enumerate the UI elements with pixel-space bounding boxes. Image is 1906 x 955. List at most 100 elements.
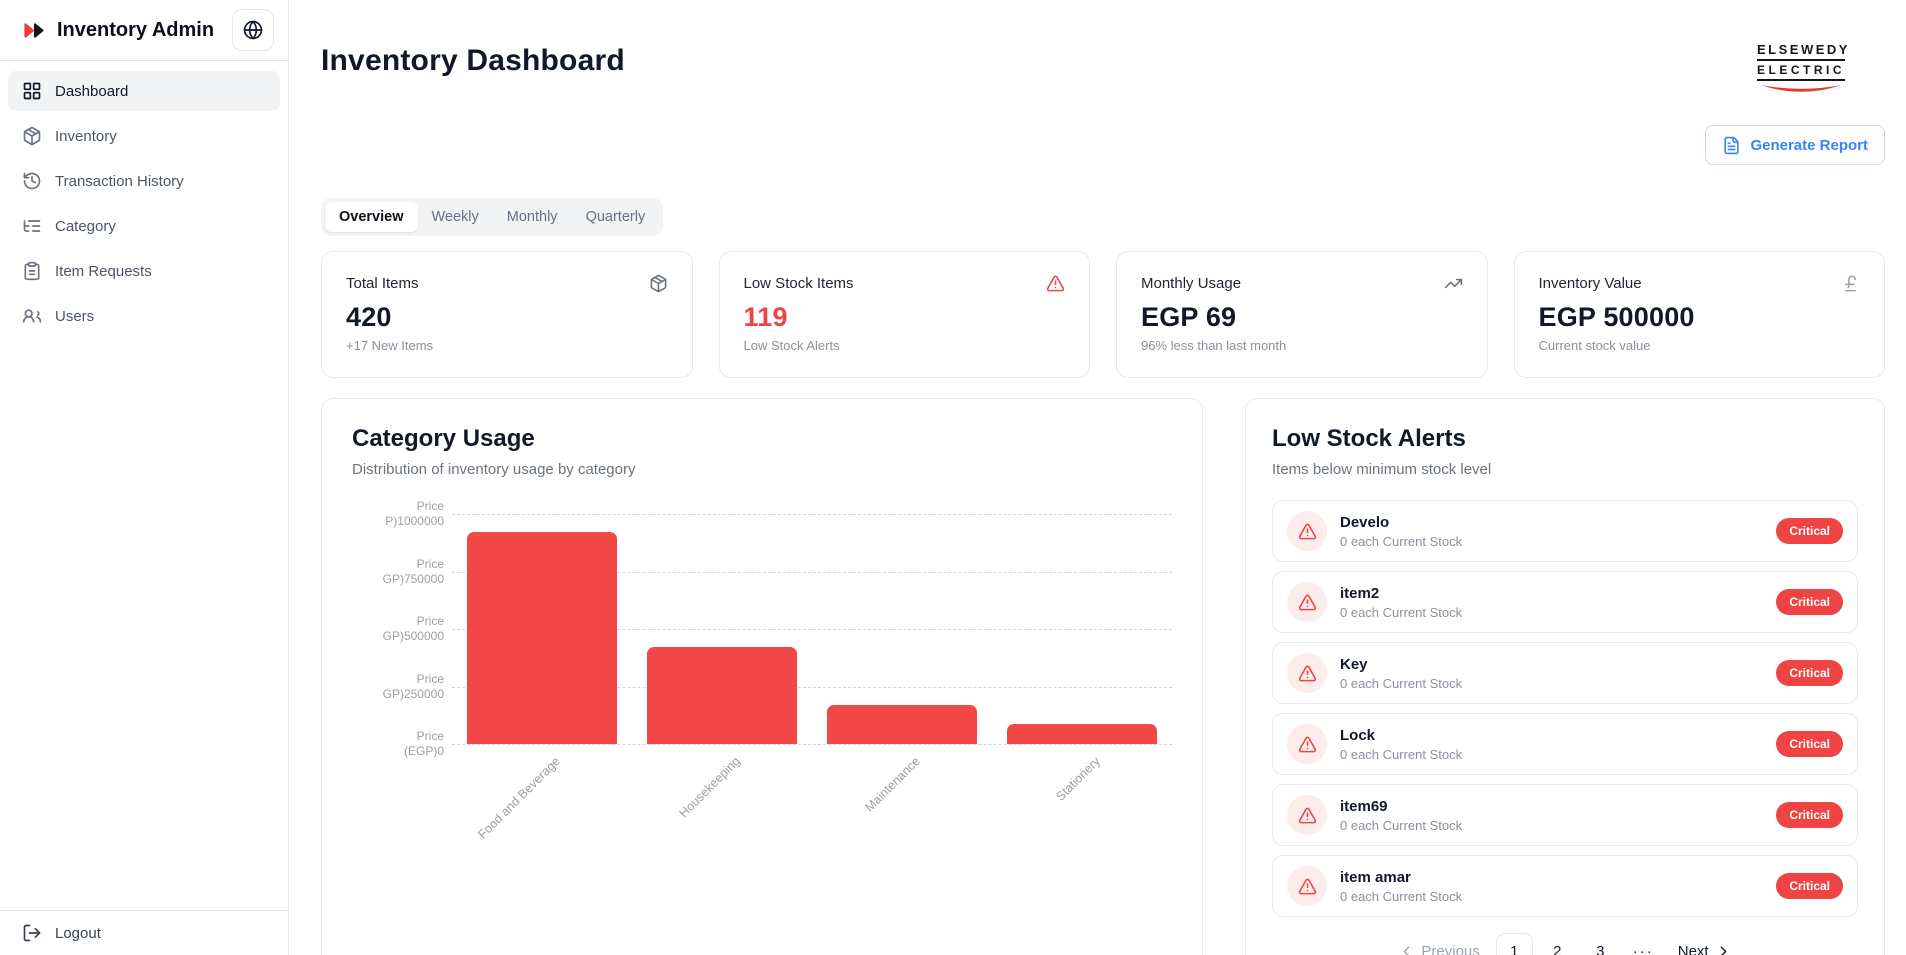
y-tick-label: Price P)1000000 xyxy=(385,499,444,528)
y-axis-labels: Price P)1000000 Price GP)750000 Price GP)5000… xyxy=(352,499,452,758)
globe-icon xyxy=(242,19,264,41)
pagination-ellipsis[interactable]: ··· xyxy=(1632,943,1654,955)
critical-badge: Critical xyxy=(1776,660,1843,686)
stat-value: 420 xyxy=(346,302,392,332)
alert-list-item: item amar 0 each Current Stock Critical xyxy=(1272,855,1858,917)
y-tick-label: Price GP)250000 xyxy=(382,671,444,701)
alert-item-name: Develo xyxy=(1340,513,1390,531)
history-icon xyxy=(22,171,42,191)
logout-button[interactable]: Logout xyxy=(8,911,280,955)
alert-list-item: Develo 0 each Current Stock Critical xyxy=(1272,500,1858,562)
sidebar-item-dashboard[interactable]: Dashboard xyxy=(8,71,280,111)
logo-line-1: ELSEWEDY xyxy=(1757,42,1847,61)
plot-area xyxy=(452,514,1172,745)
next-label: Next xyxy=(1677,943,1709,955)
previous-page-button[interactable]: Previous xyxy=(1388,943,1489,955)
stat-card: Monthly Usage EGP 69 96% less than last … xyxy=(1116,251,1488,378)
pagination: Previous 1 2 3 ··· Next xyxy=(1272,917,1858,955)
critical-badge: Critical xyxy=(1776,589,1843,615)
page-title: Inventory Dashboard xyxy=(321,44,625,77)
tab-quarterly[interactable]: Quarterly xyxy=(585,209,646,225)
sidebar-brand-row: Inventory Admin xyxy=(0,0,288,61)
page-button-1[interactable]: 1 xyxy=(1495,933,1533,955)
package-icon xyxy=(22,126,42,146)
tab-overview[interactable]: Overview xyxy=(325,202,418,232)
alert-triangle-icon xyxy=(1298,877,1317,896)
generate-report-button[interactable]: Generate Report xyxy=(1705,125,1885,165)
stat-value: EGP 69 xyxy=(1141,302,1237,332)
alert-item-stock: 0 each Current Stock xyxy=(1340,675,1463,691)
page-button-2[interactable]: 2 xyxy=(1553,943,1562,955)
sidebar-item-users[interactable]: Users xyxy=(8,296,280,336)
page-numbers: 1 2 3 xyxy=(1495,933,1619,955)
y-tick-label: Price GP)500000 xyxy=(382,614,444,643)
sidebar-nav: Dashboard Inventory Transaction History … xyxy=(0,61,288,910)
previous-label: Previous xyxy=(1421,943,1480,955)
alert-item-name: item amar xyxy=(1340,868,1411,886)
alerts-subtitle: Items below minimum stock level xyxy=(1272,461,1492,478)
sidebar: Inventory Admin Dashboard Inventory Tran… xyxy=(0,0,289,955)
gridline xyxy=(452,744,1172,745)
alert-item-name: Lock xyxy=(1340,726,1376,744)
bar-slot xyxy=(812,514,992,744)
category-icon xyxy=(22,216,42,236)
tab-monthly[interactable]: Monthly xyxy=(506,209,558,225)
stat-value: 119 xyxy=(743,302,788,332)
sidebar-item-transaction-history[interactable]: Transaction History xyxy=(8,161,280,201)
stat-sub: Low Stock Alerts xyxy=(743,338,840,353)
bar-maintenance xyxy=(827,704,977,744)
alert-item-stock: 0 each Current Stock xyxy=(1340,817,1463,833)
file-text-icon xyxy=(1722,136,1741,155)
fast-forward-logo-icon xyxy=(22,19,45,42)
bar-chart: Price P)1000000 Price GP)750000 Price GP)5000… xyxy=(352,499,1172,869)
users-icon xyxy=(22,306,42,326)
bottom-panels: Category Usage Distribution of inventory… xyxy=(321,398,1885,955)
alert-item-stock: 0 each Current Stock xyxy=(1340,533,1463,549)
actions-row: Generate Report xyxy=(321,125,1885,165)
stat-label: Total Items xyxy=(346,275,419,292)
header-row: Inventory Dashboard ELSEWEDY ELECTRIC xyxy=(321,14,1885,99)
logout-icon xyxy=(22,923,42,943)
low-stock-alerts-panel: Low Stock Alerts Items below minimum sto… xyxy=(1245,398,1885,955)
stat-label: Monthly Usage xyxy=(1141,275,1242,292)
trending-up-icon xyxy=(1444,274,1463,293)
alert-triangle-icon xyxy=(1298,522,1317,541)
period-tabs: Overview Weekly Monthly Quarterly xyxy=(321,198,664,236)
alerts-title: Low Stock Alerts xyxy=(1272,425,1466,452)
package-icon xyxy=(649,274,668,293)
bar-stationery xyxy=(1007,724,1157,744)
logout-row: Logout xyxy=(0,910,288,955)
stat-sub: Current stock value xyxy=(1538,338,1651,353)
stat-sub: 96% less than last month xyxy=(1141,338,1287,353)
critical-badge: Critical xyxy=(1776,802,1843,828)
stat-card: Total Items 420 +17 New Items xyxy=(321,251,693,378)
page-button-3[interactable]: 3 xyxy=(1596,943,1605,955)
sidebar-item-item-requests[interactable]: Item Requests xyxy=(8,251,280,291)
language-globe-button[interactable] xyxy=(232,9,274,51)
alert-item-name: item2 xyxy=(1340,584,1380,602)
gridline xyxy=(452,514,1172,515)
logo-line-2: ELECTRIC xyxy=(1757,61,1845,81)
alert-item-name: Key xyxy=(1340,655,1368,673)
generate-report-label: Generate Report xyxy=(1750,136,1868,154)
bars xyxy=(452,514,1172,744)
tab-weekly[interactable]: Weekly xyxy=(431,209,479,225)
alert-triangle-icon xyxy=(1046,274,1065,293)
bar-slot xyxy=(452,514,632,744)
gridline xyxy=(452,629,1172,630)
alert-triangle-icon xyxy=(1298,593,1317,612)
category-usage-panel: Category Usage Distribution of inventory… xyxy=(321,398,1203,955)
bar-housekeeping xyxy=(647,647,797,744)
sidebar-item-inventory[interactable]: Inventory xyxy=(8,116,280,156)
next-page-button[interactable]: Next xyxy=(1668,943,1742,955)
stat-sub: +17 New Items xyxy=(346,338,434,353)
brand-title: Inventory Admin xyxy=(57,18,215,41)
chart-title: Category Usage xyxy=(352,425,535,452)
sidebar-item-category[interactable]: Category xyxy=(8,206,280,246)
alert-list-item: Key 0 each Current Stock Critical xyxy=(1272,642,1858,704)
critical-badge: Critical xyxy=(1776,731,1843,757)
alert-item-stock: 0 each Current Stock xyxy=(1340,604,1463,620)
x-axis-label: Food and Beverage xyxy=(475,754,563,842)
alert-list-item: Lock 0 each Current Stock Critical xyxy=(1272,713,1858,775)
